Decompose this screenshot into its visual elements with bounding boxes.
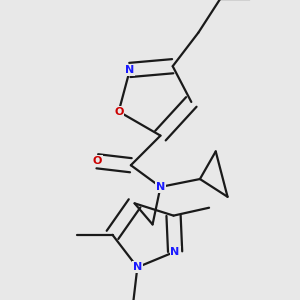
Text: N: N (170, 247, 180, 256)
Text: N: N (125, 65, 134, 75)
Text: N: N (133, 262, 142, 272)
Text: O: O (93, 156, 102, 166)
Text: N: N (156, 182, 165, 192)
Text: O: O (114, 106, 123, 116)
